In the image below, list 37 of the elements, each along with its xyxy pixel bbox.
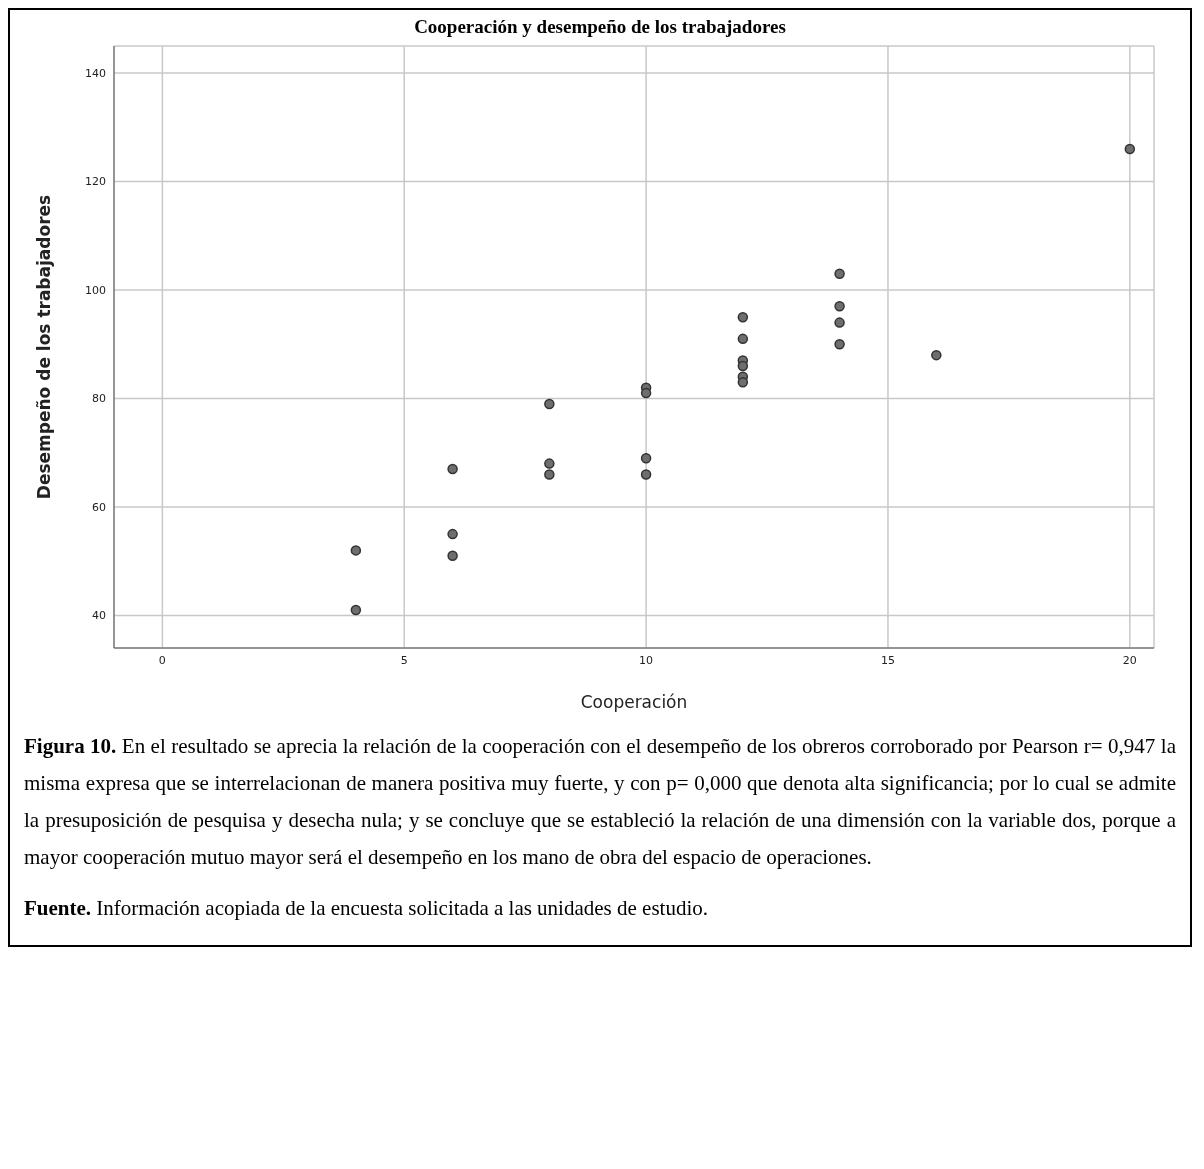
point: [350, 545, 362, 556]
x-tick-label: 5: [400, 653, 408, 667]
point: [640, 387, 652, 399]
point: [544, 469, 555, 480]
point: [447, 550, 458, 562]
point: [640, 469, 652, 480]
point: [544, 398, 555, 410]
y-tick-label: 120: [85, 175, 106, 189]
point: [640, 452, 652, 464]
x-tick-label: 10: [639, 653, 654, 667]
point: [737, 360, 749, 372]
point: [834, 301, 845, 312]
point: [447, 463, 458, 475]
point: [1124, 143, 1136, 155]
point: [737, 311, 749, 323]
y-tick-label: 40: [92, 609, 106, 623]
x-axis-title: Cooperación: [580, 692, 688, 712]
point: [737, 377, 749, 388]
y-tick-label: 80: [92, 392, 106, 406]
y-tick-label: 100: [85, 283, 106, 297]
y-tick-label: 140: [85, 67, 106, 81]
point: [834, 339, 845, 350]
y-axis-title: Desempeño de los trabajadores: [34, 194, 55, 500]
point: [544, 458, 555, 469]
source-note: Fuente. Información acopiada de la encuesta solicitada a las unidades de estudio.: [24, 895, 709, 922]
x-tick-label: 15: [880, 653, 895, 667]
point: [350, 604, 362, 616]
text: Figura 10. En el resultado se aprecia la relación de la cooperación con el desempeño de los obreros corroborado por Pearson r= 0,947 la misma expresa que se interrelacionan de manera positiva muy fuerte, y con p= 0,000 que denota alta significancia; por lo cual se admite la presuposición de pesquisa y desecha nula; y se concluye que se estableció la relación de una dimensión con la variable dos, porque a mayor cooperación mutuo mayor será el desempeño en los mano de obra del espacio de operaciones.: [24, 733, 1176, 871]
x-tick-label: 20: [1122, 653, 1137, 667]
chart-title: Cooperación y desempeño de los trabajadores: [413, 16, 787, 38]
y-tick-label: 60: [92, 500, 106, 514]
point: [834, 268, 845, 280]
point: [737, 333, 749, 345]
point: [834, 317, 845, 328]
point: [447, 528, 458, 540]
x-tick-label: 0: [158, 653, 166, 667]
point: [931, 349, 942, 361]
